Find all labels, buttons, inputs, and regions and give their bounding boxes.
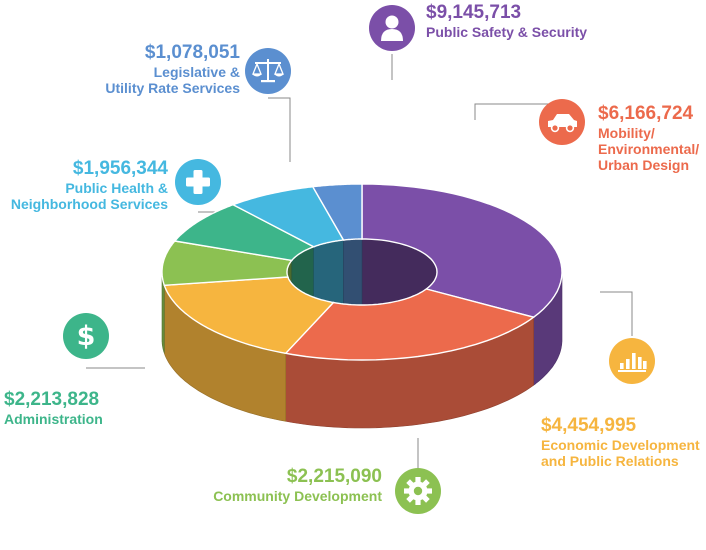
category-name: Legislative & bbox=[153, 63, 240, 80]
dollar-icon: $ bbox=[63, 313, 109, 359]
label-mobility: $6,166,724 Mobility/Environmental/Urban D… bbox=[598, 103, 706, 173]
bar-chart-icon bbox=[609, 338, 655, 384]
svg-text:$: $ bbox=[77, 321, 96, 352]
medical-cross-icon bbox=[175, 159, 221, 205]
category-name: Neighborhood Services bbox=[10, 195, 168, 212]
label-legislative: $1,078,051 Legislative & Utility Rate Serv… bbox=[40, 42, 240, 96]
category-name: Economic Development bbox=[541, 436, 700, 453]
category-name: Community Development bbox=[213, 487, 382, 504]
scales-icon bbox=[245, 48, 291, 94]
label-economic: $4,454,995 Economic Development and Public… bbox=[541, 415, 706, 469]
category-name: Public Health & bbox=[65, 179, 168, 196]
slice-legislative bbox=[311, 183, 363, 241]
label-community: $2,215,090 Community Development bbox=[150, 466, 382, 504]
leader-line-economic bbox=[600, 291, 633, 336]
category-name: and Public Relations bbox=[541, 452, 679, 469]
label-health: $1,956,344 Public Health & Neighborhood Se… bbox=[0, 158, 168, 212]
amount-label: $2,215,090 bbox=[286, 466, 382, 487]
car-icon bbox=[539, 99, 585, 145]
label-admin: $2,213,828 Administration bbox=[4, 389, 164, 427]
slice-inner-wall-legislative bbox=[343, 238, 363, 309]
category-name: Utility Rate Services bbox=[105, 79, 240, 96]
category-name: Mobility/ bbox=[598, 124, 655, 141]
leader-line-mobility bbox=[474, 103, 562, 120]
label-safety: $9,145,713 Public Safety & Security bbox=[426, 2, 666, 40]
leader-line-legislative bbox=[268, 97, 291, 162]
amount-label: $9,145,713 bbox=[426, 2, 522, 23]
gear-icon bbox=[395, 468, 441, 514]
amount-label: $4,454,995 bbox=[541, 415, 637, 436]
amount-label: $2,213,828 bbox=[4, 389, 100, 410]
category-icons: $ bbox=[63, 5, 655, 514]
category-name: Public Safety & Security bbox=[426, 23, 588, 40]
donut-slices bbox=[161, 183, 563, 429]
amount-label: $1,956,344 bbox=[72, 158, 168, 179]
amount-label: $6,166,724 bbox=[598, 103, 694, 124]
category-name: Environmental/ bbox=[598, 140, 700, 157]
person-icon bbox=[369, 5, 415, 51]
amount-label: $1,078,051 bbox=[144, 42, 240, 63]
category-name: Urban Design bbox=[598, 157, 690, 174]
category-name: Administration bbox=[4, 410, 103, 427]
